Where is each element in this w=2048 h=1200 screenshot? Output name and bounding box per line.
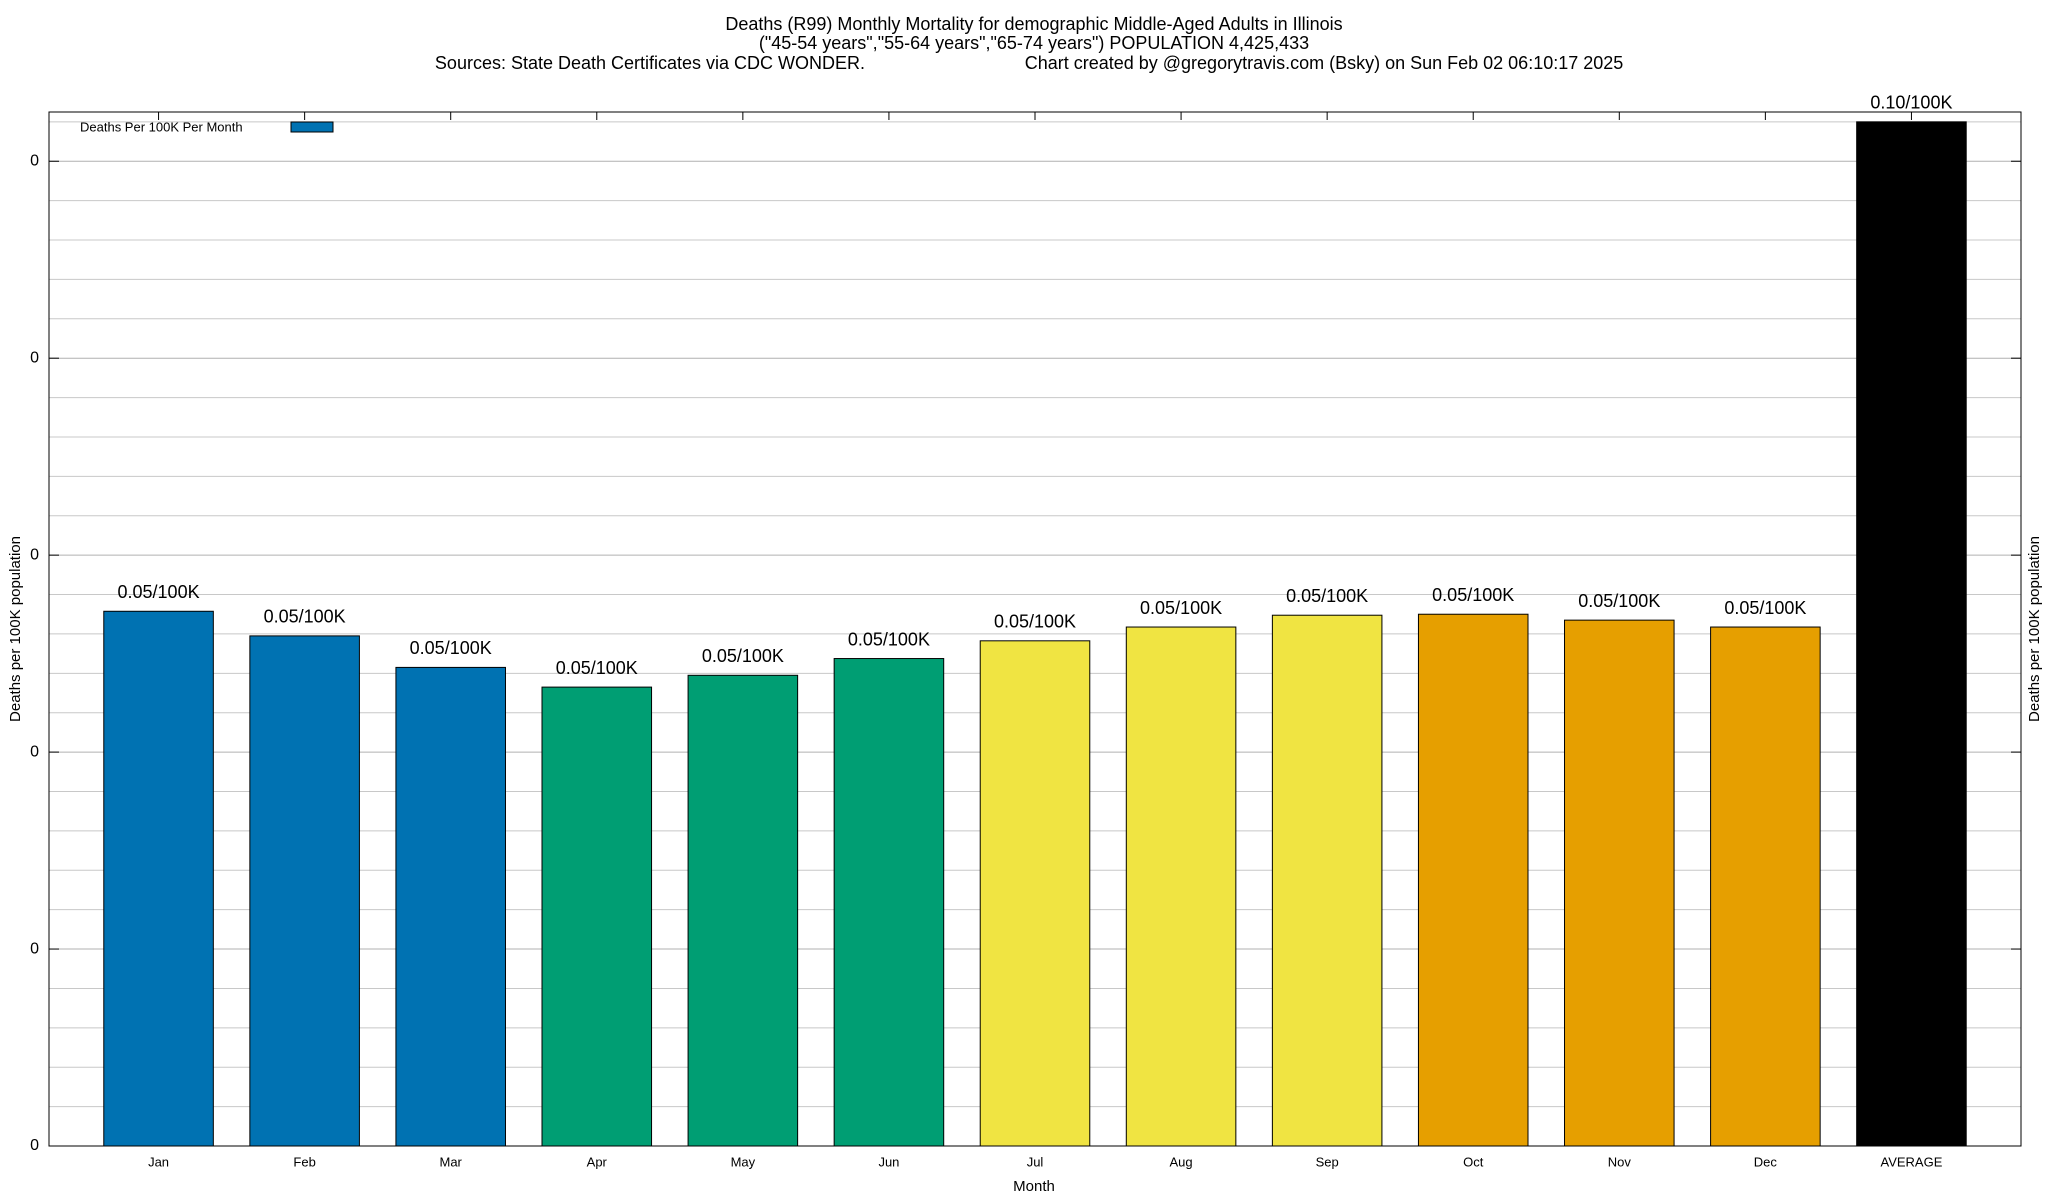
value-label: 0.05/100K — [1724, 598, 1806, 618]
y2-axis-label: Deaths per 100K population — [2026, 536, 2043, 722]
y-tick-label: 0 — [30, 349, 39, 366]
x-tick-label: Jul — [1027, 1154, 1044, 1169]
y-tick-label: 0 — [30, 1137, 39, 1154]
y-tick-label: 0 — [30, 940, 39, 957]
value-label: 0.05/100K — [702, 646, 784, 666]
x-tick-label: Feb — [293, 1154, 315, 1169]
bar — [1710, 626, 1821, 1147]
x-tick-label: Jan — [148, 1154, 169, 1169]
value-label: 0.05/100K — [118, 582, 200, 602]
y-tick-label: 0 — [30, 152, 39, 169]
chart-title: Deaths (R99) Monthly Mortality for demog… — [725, 14, 1342, 34]
x-tick-label: Dec — [1754, 1154, 1778, 1169]
bar — [979, 640, 1091, 1147]
value-label: 0.05/100K — [994, 612, 1076, 632]
y-axis-label: Deaths per 100K population — [7, 536, 24, 722]
x-axis-label: Month — [1013, 1178, 1055, 1195]
value-label: 0.10/100K — [1870, 93, 1952, 113]
y-tick-label: 0 — [30, 743, 39, 760]
x-tick-label: AVERAGE — [1880, 1154, 1942, 1169]
chart-subtitle: ("45-54 years","55-64 years","65-74 year… — [759, 33, 1309, 53]
x-tick-label: Mar — [440, 1154, 463, 1169]
x-tick-label: Oct — [1463, 1154, 1484, 1169]
bar — [687, 674, 799, 1147]
bar — [249, 635, 360, 1147]
x-tick-label: Apr — [587, 1154, 608, 1169]
credit: Chart created by @gregorytravis.com (Bsk… — [1025, 53, 1624, 73]
source: Sources: State Death Certificates via CD… — [435, 53, 865, 73]
value-label: 0.05/100K — [556, 658, 638, 678]
value-label: 0.05/100K — [410, 638, 492, 658]
x-tick-label: Nov — [1608, 1154, 1632, 1169]
bar — [833, 658, 945, 1147]
x-tick-label: Sep — [1316, 1154, 1339, 1169]
legend-label: Deaths Per 100K Per Month — [80, 119, 243, 134]
value-label: 0.05/100K — [264, 607, 346, 627]
legend-swatch — [290, 121, 334, 133]
value-label: 0.05/100K — [1578, 591, 1660, 611]
value-label: 0.05/100K — [1286, 586, 1368, 606]
bar — [1564, 619, 1675, 1147]
bar — [395, 666, 506, 1147]
bar — [1125, 626, 1237, 1147]
x-tick-label: Aug — [1170, 1154, 1193, 1169]
x-tick-label: May — [731, 1154, 756, 1169]
bar — [1417, 613, 1529, 1147]
value-label: 0.05/100K — [848, 629, 930, 649]
plot-frame — [48, 111, 2022, 1147]
bar — [1271, 614, 1383, 1147]
value-label: 0.05/100K — [1432, 585, 1514, 605]
bar — [541, 686, 653, 1147]
bar — [103, 610, 214, 1147]
x-tick-label: Jun — [878, 1154, 899, 1169]
y-tick-label: 0 — [30, 546, 39, 563]
value-label: 0.05/100K — [1140, 598, 1222, 618]
bar — [1856, 121, 1967, 1147]
